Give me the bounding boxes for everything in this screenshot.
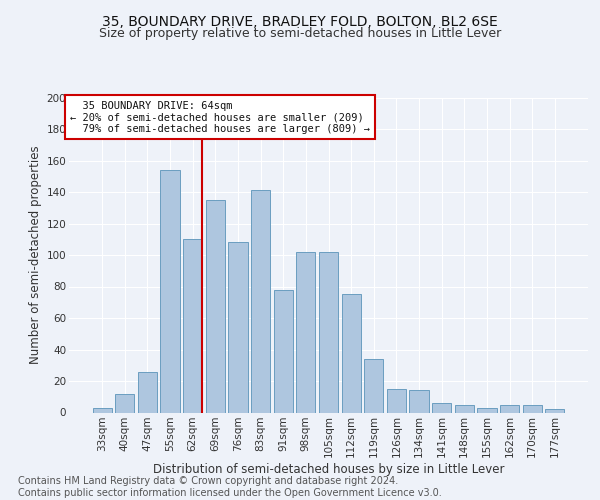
Bar [477, 408, 497, 412]
Bar [206, 200, 225, 412]
Bar [523, 404, 542, 412]
Bar [455, 404, 474, 412]
Bar [92, 408, 112, 412]
X-axis label: Distribution of semi-detached houses by size in Little Lever: Distribution of semi-detached houses by … [153, 463, 504, 476]
Text: 35, BOUNDARY DRIVE, BRADLEY FOLD, BOLTON, BL2 6SE: 35, BOUNDARY DRIVE, BRADLEY FOLD, BOLTON… [102, 15, 498, 29]
Bar [274, 290, 293, 412]
Bar [183, 240, 202, 412]
Bar [251, 190, 270, 412]
Bar [500, 404, 519, 412]
Bar [115, 394, 134, 412]
Bar [319, 252, 338, 412]
Bar [138, 372, 157, 412]
Bar [364, 359, 383, 412]
Text: Size of property relative to semi-detached houses in Little Lever: Size of property relative to semi-detach… [99, 28, 501, 40]
Bar [341, 294, 361, 412]
Bar [545, 410, 565, 412]
Bar [160, 170, 180, 412]
Text: 35 BOUNDARY DRIVE: 64sqm
← 20% of semi-detached houses are smaller (209)
  79% o: 35 BOUNDARY DRIVE: 64sqm ← 20% of semi-d… [70, 100, 370, 134]
Bar [387, 389, 406, 412]
Y-axis label: Number of semi-detached properties: Number of semi-detached properties [29, 146, 43, 364]
Bar [229, 242, 248, 412]
Bar [409, 390, 428, 412]
Bar [432, 403, 451, 412]
Text: Contains HM Land Registry data © Crown copyright and database right 2024.
Contai: Contains HM Land Registry data © Crown c… [18, 476, 442, 498]
Bar [296, 252, 316, 412]
